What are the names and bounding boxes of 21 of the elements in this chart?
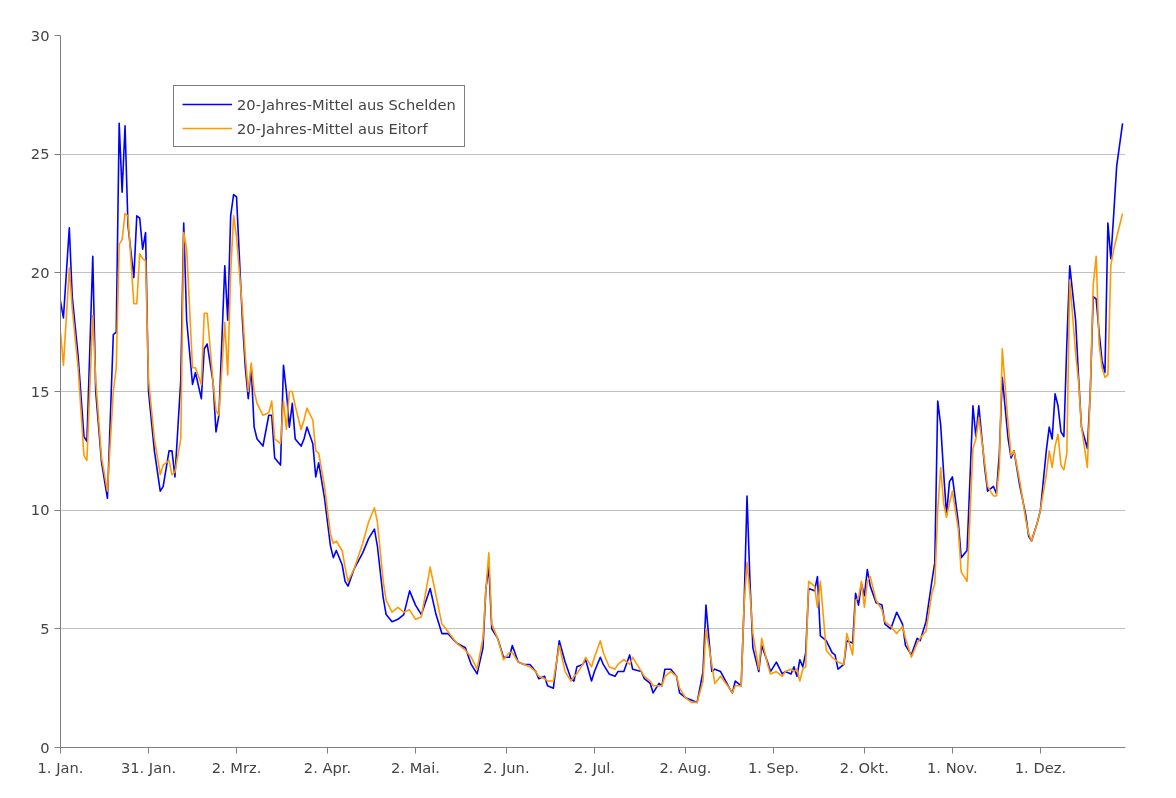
y-tick-label: 0 — [40, 738, 50, 756]
x-tick-label: 2. Jul. — [573, 758, 615, 776]
x-tick-label: 2. Mai. — [391, 758, 440, 776]
x-tick-label: 2. Okt. — [839, 758, 889, 776]
y-tick-label: 15 — [30, 382, 50, 400]
x-tick-label: 31. Jan. — [120, 758, 177, 776]
y-tick-label: 25 — [30, 145, 50, 163]
x-tick-label: 1. Jan. — [37, 758, 84, 776]
x-tick-label: 1. Dez. — [1014, 758, 1067, 776]
x-tick-label: 2. Jun. — [483, 758, 530, 776]
y-tick-label: 20 — [30, 263, 50, 281]
legend-label: 20-Jahres-Mittel aus Schelden — [237, 95, 456, 113]
y-tick-label: 10 — [30, 501, 50, 519]
x-tick-label: 1. Nov. — [927, 758, 978, 776]
x-tick-label: 2. Aug. — [659, 758, 712, 776]
y-tick-label: 30 — [30, 26, 50, 44]
x-tick-label: 1. Sep. — [747, 758, 799, 776]
legend-label: 20-Jahres-Mittel aus Eitorf — [237, 119, 428, 137]
y-tick-label: 5 — [40, 619, 50, 637]
x-tick-label: 2. Apr. — [303, 758, 352, 776]
x-tick-label: 2. Mrz. — [211, 758, 262, 776]
